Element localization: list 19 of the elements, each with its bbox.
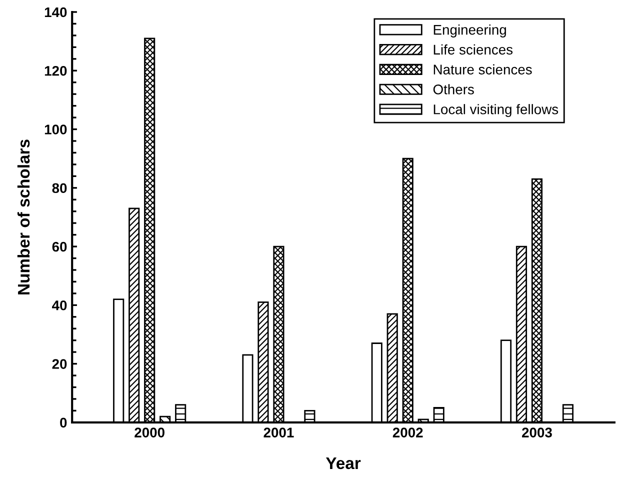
y-tick-label: 0 [60,418,67,428]
legend-label: Life sciences [434,44,513,55]
y-axis-title: Number of scholars [17,140,30,294]
x-tick-label: 2003 [522,428,552,438]
legend-label: Engineering [434,24,506,38]
legend-label: Local visiting fellows [434,104,558,118]
x-tick-label: 2000 [134,428,164,438]
x-tick-label: 2002 [392,428,423,438]
y-tick-label: 100 [44,124,67,134]
y-tick-label: 20 [52,359,67,369]
x-tick-label: 2001 [264,428,294,438]
legend-label: Nature sciences [434,64,532,74]
y-tick-label: 60 [52,242,67,252]
x-axis-title: Year [326,457,361,470]
y-tick-label: 80 [52,183,67,194]
y-tick-label: 120 [44,66,67,76]
y-tick-label: 140 [44,7,67,18]
y-tick-label: 40 [52,300,67,310]
legend-label: Others [433,84,474,94]
